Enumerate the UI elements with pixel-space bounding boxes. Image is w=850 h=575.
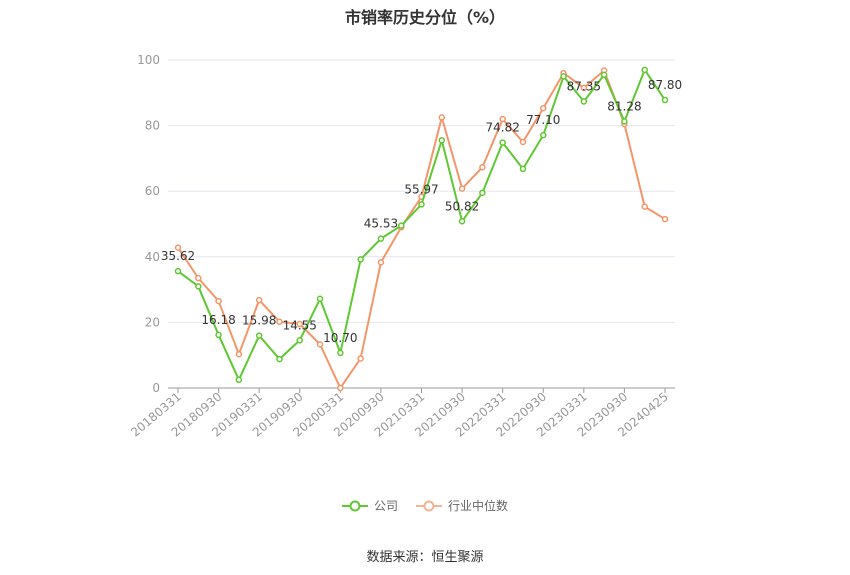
company-point xyxy=(235,376,243,384)
y-tick-label: 0 xyxy=(152,381,160,395)
data-label: 15.98 xyxy=(242,314,276,328)
company-point xyxy=(174,267,182,275)
series-layer xyxy=(174,66,669,392)
industry-median-point xyxy=(316,341,324,348)
company-point xyxy=(661,96,669,104)
legend-company-marker xyxy=(341,500,368,511)
company-point xyxy=(195,283,202,290)
industry-median-point xyxy=(255,296,263,304)
data-label: 45.53 xyxy=(364,217,398,231)
industry-median-point xyxy=(296,320,303,328)
company-point xyxy=(600,71,608,79)
data-label: 10.70 xyxy=(323,331,357,345)
company-point xyxy=(621,118,628,125)
legend-industry-marker xyxy=(416,500,442,511)
source-note: 数据来源：恒生聚源 xyxy=(366,550,484,565)
y-tick-label: 20 xyxy=(145,315,160,329)
industry-median-point xyxy=(377,259,385,266)
company-point xyxy=(316,295,324,303)
industry-median-point xyxy=(519,138,527,146)
grid-layer xyxy=(168,59,675,323)
industry-median-point xyxy=(438,114,446,121)
company-point xyxy=(580,98,588,105)
data-label: 87.35 xyxy=(567,79,601,93)
industry-median-line xyxy=(177,69,666,389)
legend: 公司 行业中位数 xyxy=(0,497,850,514)
industry-median-point xyxy=(499,115,506,123)
industry-median-point xyxy=(337,384,344,392)
industry-median-point xyxy=(580,84,588,92)
legend-item-industry-median[interactable]: 行业中位数 xyxy=(416,497,508,514)
company-point xyxy=(458,218,466,225)
industry-median-point xyxy=(479,164,486,171)
y-tick-label: 100 xyxy=(137,53,160,67)
company-point xyxy=(499,139,506,146)
legend-industry-label: 行业中位数 xyxy=(448,499,509,513)
industry-median-point xyxy=(276,318,283,325)
company-point xyxy=(377,235,385,242)
data-label: 55.97 xyxy=(404,182,438,196)
axis-layer: 0204060801002018033120180930201903312019… xyxy=(128,53,675,440)
data-label: 81.28 xyxy=(607,99,641,113)
data-label: 87.80 xyxy=(648,78,682,92)
legend-item-company[interactable]: 公司 xyxy=(341,497,398,514)
data-label: 16.18 xyxy=(201,313,235,327)
company-point xyxy=(540,131,547,139)
company-point xyxy=(641,66,648,74)
data-label: 14.55 xyxy=(283,318,317,332)
company-point xyxy=(296,337,303,344)
company-line xyxy=(177,68,666,381)
company-point xyxy=(479,189,486,197)
y-tick-label: 80 xyxy=(145,119,160,133)
company-point xyxy=(357,256,364,263)
industry-median-point xyxy=(540,104,547,112)
y-tick-label: 40 xyxy=(145,250,160,264)
data-label: 77.10 xyxy=(526,113,560,127)
industry-median-point xyxy=(174,244,182,251)
data-label: 74.82 xyxy=(485,121,519,135)
chart-title: 市销率历史分位（%） xyxy=(344,8,506,27)
industry-median-point xyxy=(641,203,648,210)
company-point xyxy=(255,332,263,339)
company-point xyxy=(337,349,344,357)
data-label-layer: 35.62 16.18 15.98 14.55 10.70 45.53 55.97 50.82… xyxy=(161,78,682,345)
industry-median-point xyxy=(357,355,364,362)
industry-median-point xyxy=(215,297,222,305)
company-point xyxy=(418,201,425,208)
company-point xyxy=(397,222,405,229)
y-tick-label: 60 xyxy=(145,184,160,198)
company-point xyxy=(276,355,283,363)
company-point xyxy=(519,165,527,173)
industry-median-point xyxy=(458,185,466,192)
industry-median-point xyxy=(235,350,243,358)
data-label: 35.62 xyxy=(161,249,195,263)
data-label: 50.82 xyxy=(445,199,479,213)
industry-median-point xyxy=(661,215,669,223)
industry-median-point xyxy=(195,274,202,282)
legend-company-label: 公司 xyxy=(373,499,398,513)
company-point xyxy=(215,331,222,339)
company-point xyxy=(560,73,567,80)
company-point xyxy=(438,137,446,144)
